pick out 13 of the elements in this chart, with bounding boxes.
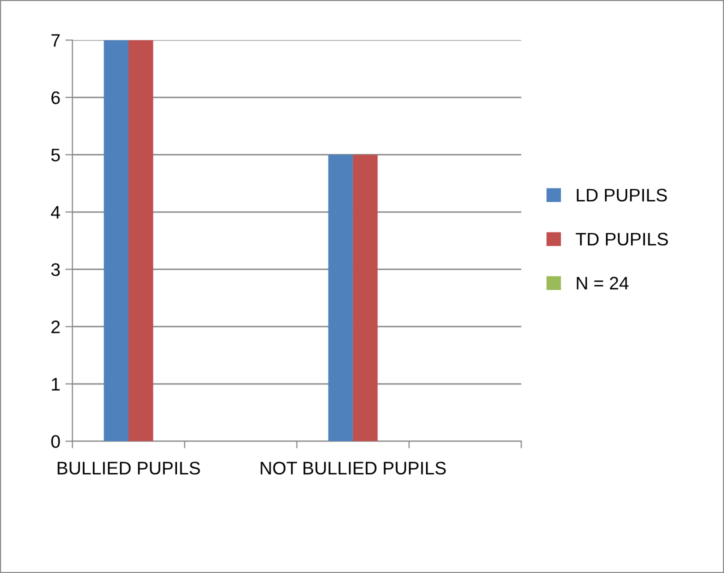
y-tick-label: 4 <box>50 206 60 219</box>
legend-label: TD PUPILS <box>576 232 668 246</box>
y-tick-label: 2 <box>51 320 60 334</box>
legend-label: LD PUPILS <box>576 188 667 202</box>
y-tick-label: 7 <box>51 34 60 47</box>
y-tick-label: 0 <box>51 435 60 448</box>
x-tick-label: NOT BULLIED PUPILS <box>260 462 446 475</box>
legend-label: N = 24 <box>576 276 629 290</box>
y-tick-label: 5 <box>51 148 60 162</box>
x-tick-label: BULLIED PUPILS <box>58 462 200 475</box>
y-tick-label: 1 <box>52 378 60 390</box>
y-tick-label: 6 <box>51 91 60 104</box>
y-tick-label: 3 <box>51 263 60 276</box>
